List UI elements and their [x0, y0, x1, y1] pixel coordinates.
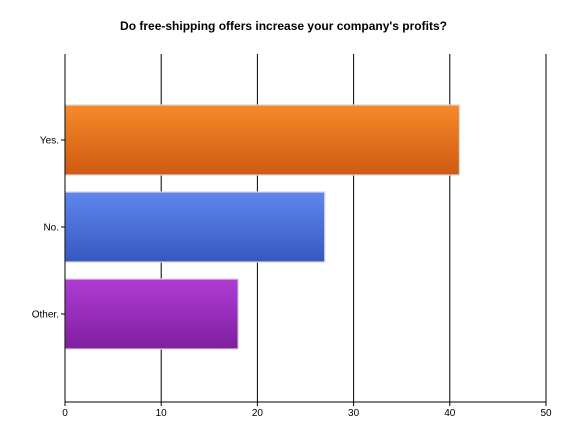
x-tick-label-50: 50 [540, 408, 552, 419]
y-tick-label-no: No. [43, 223, 59, 234]
x-tick-label-10: 10 [156, 408, 168, 419]
y-tick-label-yes: Yes. [40, 136, 59, 147]
x-tick-label-0: 0 [62, 408, 68, 419]
bar-yes [64, 104, 461, 176]
y-tick-label-other: Other. [32, 310, 59, 321]
bar-no [64, 191, 326, 263]
chart-title: Do free-shipping offers increase your co… [120, 19, 447, 33]
x-tick-label-20: 20 [252, 408, 264, 419]
x-tick-label-40: 40 [444, 408, 456, 419]
x-tick-label-30: 30 [348, 408, 360, 419]
bar-other [64, 278, 239, 350]
